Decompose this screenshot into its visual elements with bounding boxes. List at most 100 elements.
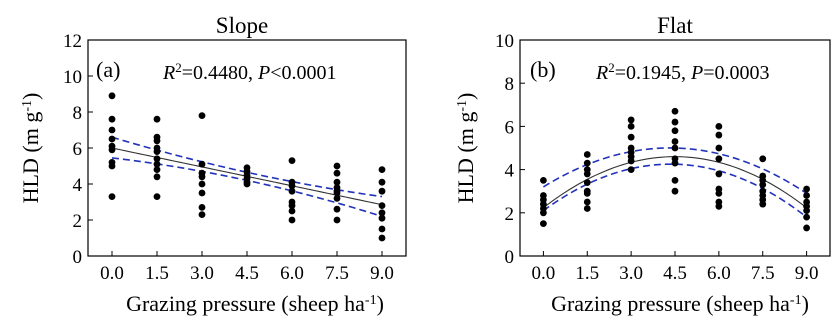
data-point [153, 173, 161, 181]
data-point [333, 216, 341, 224]
data-point [198, 204, 206, 211]
data-point [288, 207, 296, 215]
data-point [715, 123, 723, 130]
y-tick-label: 10 [495, 31, 514, 52]
x-label-exp: -1 [790, 293, 802, 308]
r2-exponent: 2 [175, 60, 182, 75]
panel-slope: Slope 0.0 1.5 3.0 4.5 6.0 7.5 9.0 0 2 4 6 8 10 12 (a)… [18, 13, 407, 316]
data-point [671, 177, 679, 184]
x-tick-label: 3.0 [190, 263, 214, 284]
y-tick-label: 8 [73, 103, 83, 124]
y-tick-label: 10 [63, 67, 82, 88]
x-label-main: Grazing pressure (sheep ha [551, 291, 790, 316]
data-point [108, 126, 116, 134]
data-point [378, 214, 386, 222]
data-point [539, 209, 547, 217]
data-point [715, 155, 723, 163]
data-point [803, 213, 811, 221]
data-point [243, 180, 251, 188]
data-point [715, 131, 723, 139]
data-point [378, 234, 386, 242]
y-label-main: HLD (m g [453, 112, 478, 204]
data-point [198, 112, 206, 119]
data-point [378, 225, 386, 233]
data-point [627, 116, 635, 124]
y-tick-label: 6 [73, 139, 83, 160]
x-tick-label: 0.0 [532, 263, 556, 284]
y-label-exp: -1 [455, 100, 470, 112]
data-point [671, 159, 679, 167]
y-tick-label: 8 [505, 74, 515, 95]
data-point [583, 159, 591, 167]
r2-symbol: R [162, 62, 175, 84]
r2-symbol: R [595, 62, 608, 84]
x-tick-label: 0.0 [100, 263, 124, 284]
data-point [108, 115, 116, 123]
y-axis-label: HLD (m g-1) [453, 93, 478, 204]
y-tick-label: 0 [73, 247, 83, 268]
data-point [153, 193, 161, 201]
data-point [715, 202, 723, 210]
data-point [583, 170, 591, 178]
data-point [803, 185, 811, 193]
data-point [333, 169, 341, 177]
data-point [759, 200, 767, 208]
plot-area: 0.0 1.5 3.0 4.5 6.0 7.5 9.0 0 2 4 6 8 10 [495, 31, 818, 284]
data-point [198, 180, 206, 188]
data-point [198, 189, 206, 197]
x-tick-label: 1.5 [145, 263, 169, 284]
data-point [108, 193, 116, 201]
x-label-close: ) [802, 291, 809, 316]
data-point [803, 192, 811, 199]
p-value: <0.0001 [270, 62, 336, 84]
data-point [583, 151, 591, 158]
data-point [378, 209, 386, 217]
x-tick-label: 9.0 [795, 263, 819, 284]
data-point [583, 205, 591, 212]
x-axis-label: Grazing pressure (sheep ha-1) [551, 291, 809, 316]
y-tick-label: 2 [73, 211, 83, 232]
x-tick-label: 7.5 [325, 263, 349, 284]
data-point [108, 135, 116, 143]
x-label-exp: -1 [365, 293, 377, 308]
panel-label: (b) [530, 57, 556, 82]
y-tick-label: 6 [505, 117, 515, 138]
data-point [539, 177, 547, 184]
y-tick-label: 12 [63, 31, 82, 52]
r2-value: =0.1945, [615, 62, 691, 84]
data-point [198, 211, 206, 219]
data-point [153, 160, 161, 168]
data-point [539, 220, 547, 228]
data-point [671, 138, 679, 145]
panel-title: Flat [657, 13, 693, 38]
data-point [153, 166, 161, 174]
data-point [715, 170, 723, 178]
y-label-close: ) [18, 93, 43, 100]
data-point [333, 189, 341, 197]
data-point [333, 162, 341, 170]
plot-area: 0.0 1.5 3.0 4.5 6.0 7.5 9.0 0 2 4 6 8 10 12 [63, 31, 394, 284]
y-tick-label: 2 [505, 204, 515, 225]
data-point [108, 146, 116, 154]
data-point [198, 173, 206, 181]
p-symbol: P [690, 62, 703, 84]
data-point [333, 195, 341, 202]
data-point [333, 178, 341, 186]
y-tick-label: 4 [73, 175, 83, 196]
data-point [108, 92, 116, 100]
data-point [288, 187, 296, 195]
stats-annotation: R2=0.1945, P=0.0003 [595, 60, 770, 85]
x-tick-label: 7.5 [751, 263, 775, 284]
panel-label: (a) [96, 57, 120, 82]
y-axis-label: HLD (m g-1) [18, 93, 43, 204]
data-point [378, 187, 386, 195]
r2-value: =0.4480, [182, 62, 258, 84]
x-tick-label: 1.5 [575, 263, 599, 284]
data-point [671, 144, 679, 152]
r2-exponent: 2 [608, 60, 615, 75]
data-point [803, 207, 811, 215]
data-point [378, 178, 386, 186]
y-tick-label: 0 [505, 247, 515, 268]
data-point [715, 189, 723, 197]
data-point [627, 133, 635, 141]
